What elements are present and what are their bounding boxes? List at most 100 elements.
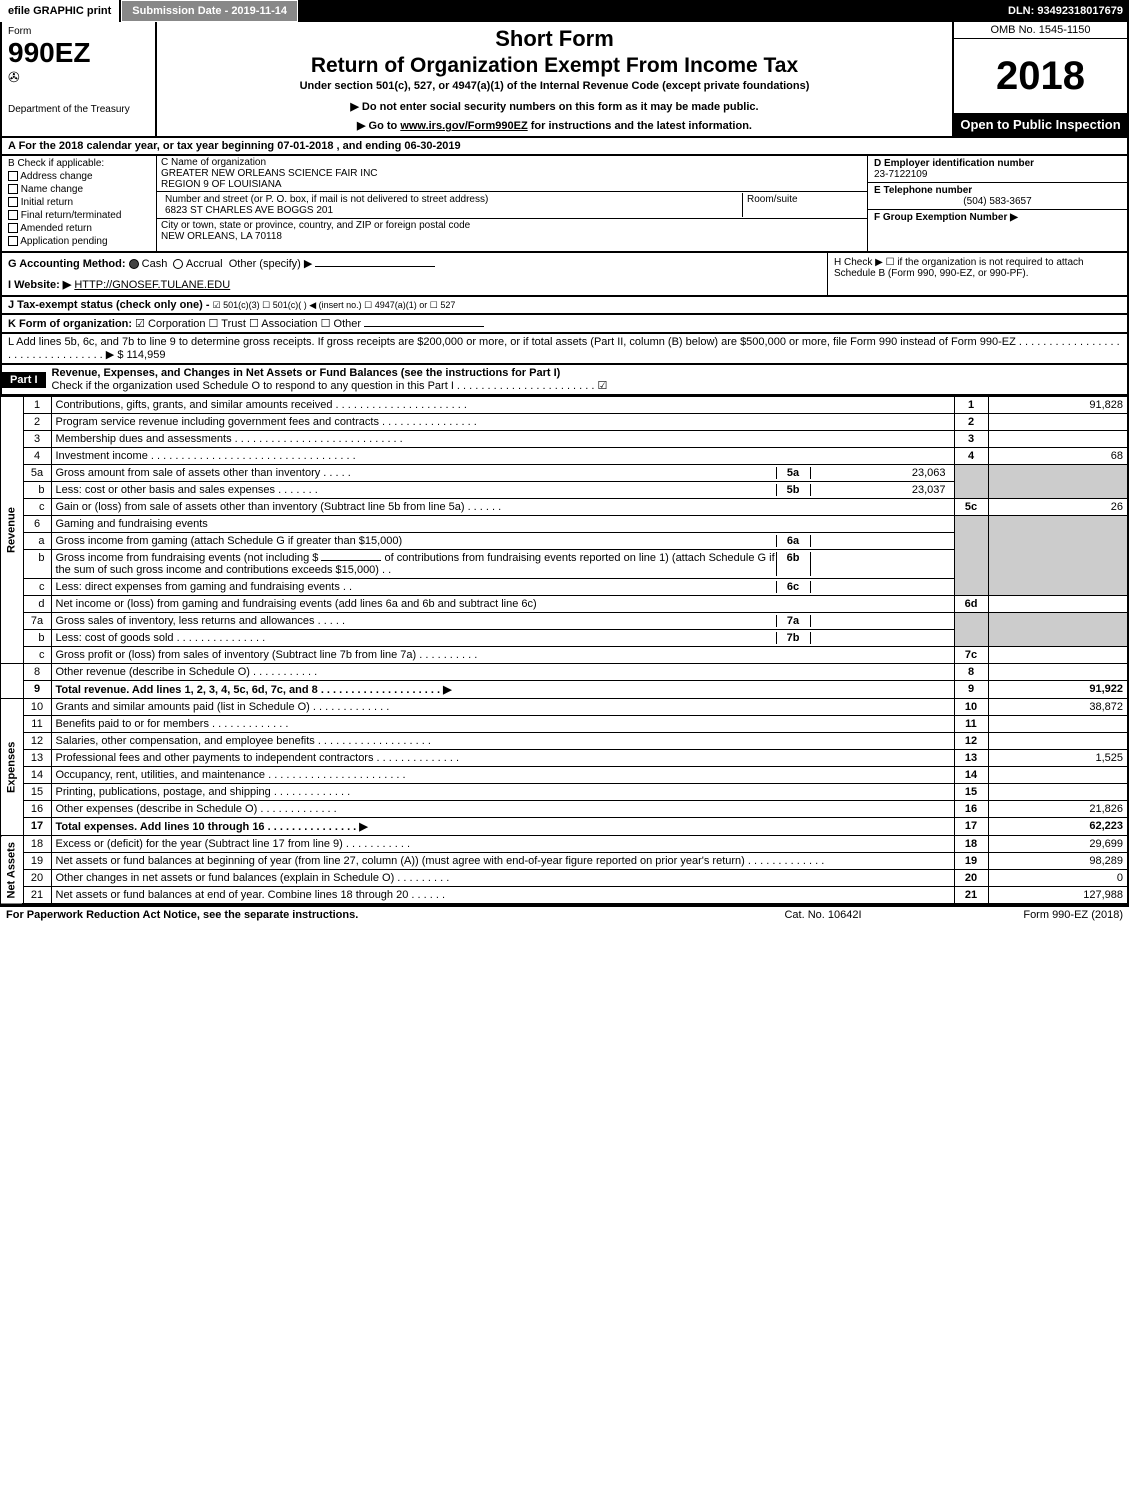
line-18-rn: 18 (954, 836, 988, 853)
line-6b-desc: Gross income from fundraising events (no… (56, 552, 776, 576)
irs-icon: ✇ (8, 69, 149, 86)
go-to-prefix: ▶ Go to (357, 120, 400, 132)
go-to-link[interactable]: www.irs.gov/Form990EZ (400, 120, 527, 132)
chk-application-pending[interactable]: Application pending (8, 236, 150, 247)
line-7b-no: b (23, 630, 51, 647)
line-16-val: 21,826 (988, 801, 1128, 818)
line-19-no: 19 (23, 853, 51, 870)
table-row: 5a Gross amount from sale of assets othe… (1, 465, 1128, 482)
line-20-no: 20 (23, 870, 51, 887)
room-label: Room/suite (747, 194, 859, 205)
table-row: 4 Investment income . . . . . . . . . . … (1, 448, 1128, 465)
line-3-rn: 3 (954, 431, 988, 448)
line-11-no: 11 (23, 716, 51, 733)
line-6d-desc: Net income or (loss) from gaming and fun… (51, 596, 954, 613)
line-7a-subval (810, 615, 950, 627)
efile-label[interactable]: efile GRAPHIC print (0, 0, 119, 22)
line-12-val (988, 733, 1128, 750)
line-19-val: 98,289 (988, 853, 1128, 870)
cash-label: Cash (142, 258, 168, 270)
chk-final-return[interactable]: Final return/terminated (8, 210, 150, 221)
table-row: 7a Gross sales of inventory, less return… (1, 613, 1128, 630)
line-1-no: 1 (23, 397, 51, 414)
line-7b-desc: Less: cost of goods sold . . . . . . . .… (56, 632, 776, 644)
k-label: K Form of organization: (8, 318, 135, 330)
line-8-val (988, 664, 1128, 681)
do-not-enter: ▶ Do not enter social security numbers o… (165, 100, 944, 113)
part1-title: Revenue, Expenses, and Changes in Net As… (52, 367, 561, 379)
group-row: F Group Exemption Number ▶ (868, 210, 1127, 225)
table-row: 21 Net assets or fund balances at end of… (1, 887, 1128, 905)
table-row: 9 Total revenue. Add lines 1, 2, 3, 4, 5… (1, 681, 1128, 699)
header-right: OMB No. 1545-1150 2018 Open to Public In… (952, 22, 1127, 136)
k-other-line[interactable] (364, 326, 484, 327)
line-17-rn: 17 (954, 818, 988, 836)
line-18-no: 18 (23, 836, 51, 853)
other-specify-line[interactable] (315, 266, 435, 267)
period-label: A For the 2018 calendar year, or tax yea… (8, 140, 277, 152)
chk-amended-return[interactable]: Amended return (8, 223, 150, 234)
line-7a-subno: 7a (776, 615, 810, 627)
line-14-val (988, 767, 1128, 784)
line-3-desc: Membership dues and assessments . . . . … (51, 431, 954, 448)
city-label: City or town, state or province, country… (161, 220, 863, 231)
ein-value: 23-7122109 (874, 169, 927, 180)
part1-title-wrap: Revenue, Expenses, and Changes in Net As… (46, 365, 1127, 394)
chk-name-change[interactable]: Name change (8, 184, 150, 195)
top-bar: efile GRAPHIC print Submission Date - 20… (0, 0, 1129, 22)
line-5a-desc-cell: Gross amount from sale of assets other t… (51, 465, 954, 482)
short-form-title: Short Form (165, 26, 944, 52)
shade-6v (988, 516, 1128, 596)
line-8-no: 8 (23, 664, 51, 681)
table-row: 8 Other revenue (describe in Schedule O)… (1, 664, 1128, 681)
info-box: B Check if applicable: Address change Na… (0, 156, 1129, 253)
form-header: Form 990EZ ✇ Department of the Treasury … (0, 22, 1129, 138)
line-16-rn: 16 (954, 801, 988, 818)
k-row: K Form of organization: ☑ Corporation ☐ … (0, 315, 1129, 334)
line-10-val: 38,872 (988, 699, 1128, 716)
line-5c-desc: Gain or (loss) from sale of assets other… (51, 499, 954, 516)
radio-accrual[interactable] (173, 259, 183, 269)
go-to-suffix: for instructions and the latest informat… (528, 120, 752, 132)
j-row: J Tax-exempt status (check only one) - ☑… (0, 297, 1129, 315)
form-number: 990EZ (8, 37, 149, 69)
chk-initial-return[interactable]: Initial return (8, 197, 150, 208)
line-5a-no: 5a (23, 465, 51, 482)
line-13-no: 13 (23, 750, 51, 767)
gh-row: G Accounting Method: Cash Accrual Other … (0, 253, 1129, 297)
i-label: I Website: ▶ (8, 279, 71, 291)
line-5c-no: c (23, 499, 51, 516)
col-b-header: B Check if applicable: (8, 158, 150, 169)
line-20-desc: Other changes in net assets or fund bala… (51, 870, 954, 887)
line-6a-subval (810, 535, 950, 547)
submission-date: Submission Date - 2019-11-14 (121, 0, 298, 22)
line-6c-no: c (23, 579, 51, 596)
ein-row: D Employer identification number 23-7122… (868, 156, 1127, 183)
line-6a-desc-cell: Gross income from gaming (attach Schedul… (51, 533, 954, 550)
line-16-desc: Other expenses (describe in Schedule O) … (51, 801, 954, 818)
footer-right: Form 990-EZ (2018) (923, 909, 1123, 921)
website-value[interactable]: HTTP://GNOSEF.TULANE.EDU (74, 279, 230, 291)
line-6c-subval (810, 581, 950, 593)
col-c: C Name of organization GREATER NEW ORLEA… (157, 156, 867, 251)
shade-7 (954, 613, 988, 647)
line-6-no: 6 (23, 516, 51, 533)
line-2-desc: Program service revenue including govern… (51, 414, 954, 431)
revenue-side-label: Revenue (1, 397, 23, 664)
line-2-no: 2 (23, 414, 51, 431)
g-label: G Accounting Method: (8, 258, 129, 270)
line-9-rn: 9 (954, 681, 988, 699)
chk-address-change[interactable]: Address change (8, 171, 150, 182)
line-6d-no: d (23, 596, 51, 613)
h-text: H Check ▶ ☐ if the organization is not r… (834, 257, 1084, 279)
line-18-val: 29,699 (988, 836, 1128, 853)
radio-cash[interactable] (129, 259, 139, 269)
line-4-no: 4 (23, 448, 51, 465)
open-public: Open to Public Inspection (954, 113, 1127, 136)
line-12-rn: 12 (954, 733, 988, 750)
org-name-1: GREATER NEW ORLEANS SCIENCE FAIR INC (161, 168, 863, 179)
line-6b-subno: 6b (776, 552, 810, 576)
under-section: Under section 501(c), 527, or 4947(a)(1)… (165, 80, 944, 92)
city-value: NEW ORLEANS, LA 70118 (161, 231, 863, 242)
omb-number: OMB No. 1545-1150 (954, 22, 1127, 39)
